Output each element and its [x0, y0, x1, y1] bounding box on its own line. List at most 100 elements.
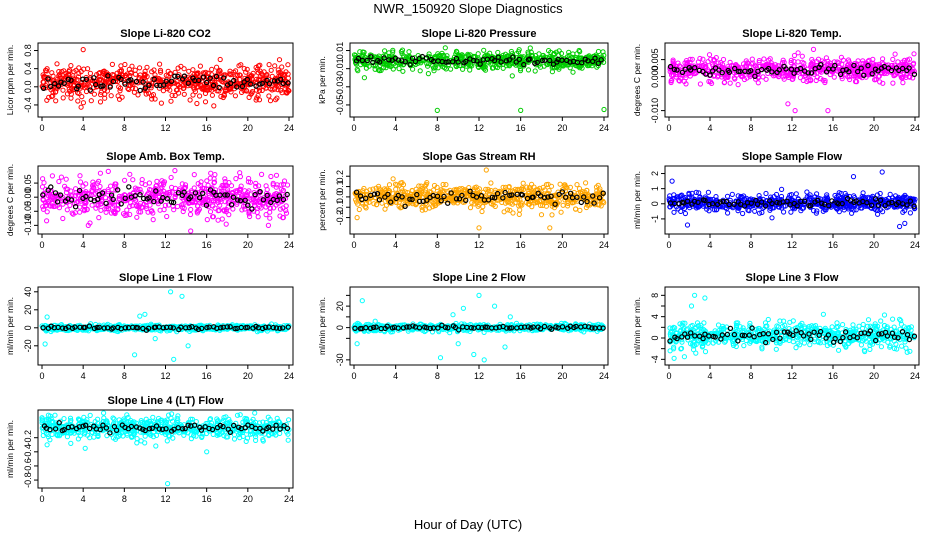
data-point: [546, 188, 552, 194]
y-tick-label: -0.05: [23, 201, 33, 222]
y-tick-label: -0.10: [23, 215, 33, 236]
data-point: [441, 193, 447, 200]
data-point: [242, 197, 248, 203]
data-point: [476, 202, 482, 208]
data-point: [692, 64, 698, 71]
data-point: [234, 197, 241, 203]
data-point: [111, 209, 117, 215]
data-point: [439, 188, 446, 194]
data-point: [263, 85, 269, 91]
data-point: [204, 84, 210, 90]
data-point: [246, 211, 252, 217]
data-point: [412, 58, 419, 65]
data-point: [416, 183, 422, 189]
data-point: [414, 189, 420, 195]
data-point: [855, 58, 861, 64]
data-point: [116, 84, 122, 90]
data-point: [164, 195, 170, 202]
data-point: [904, 57, 911, 63]
data-point: [207, 175, 213, 181]
data-point: [667, 63, 674, 70]
data-point: [210, 82, 217, 89]
x-tick-label: 24: [599, 240, 609, 250]
data-point: [371, 201, 377, 207]
data-point: [65, 76, 72, 83]
data-point: [204, 178, 210, 184]
data-point: [122, 195, 128, 201]
data-point: [567, 65, 573, 71]
data-point: [143, 199, 149, 205]
data-point: [116, 96, 123, 102]
data-point: [781, 209, 787, 215]
data-point: [498, 59, 504, 65]
data-point: [447, 187, 453, 193]
data-point: [557, 181, 563, 187]
x-tick-label: 16: [828, 123, 838, 133]
data-point: [528, 187, 534, 193]
data-point: [731, 201, 737, 207]
data-point: [198, 182, 204, 189]
data-point: [182, 184, 189, 190]
data-point: [253, 180, 259, 186]
x-tick-label: 4: [81, 123, 86, 133]
data-point: [502, 200, 509, 206]
x-tick-label: 12: [160, 123, 170, 133]
data-point: [565, 200, 571, 206]
data-point: [215, 217, 221, 223]
data-point: [719, 204, 726, 210]
data-point: [723, 198, 730, 205]
data-point: [123, 72, 129, 79]
data-point: [99, 190, 106, 196]
data-point: [97, 99, 104, 105]
data-point: [218, 199, 224, 205]
data-point: [221, 93, 227, 99]
data-point: [512, 200, 518, 206]
data-point: [877, 79, 883, 85]
data-point: [748, 67, 754, 74]
data-point: [49, 173, 56, 179]
data-point: [542, 57, 548, 63]
data-point: [807, 202, 814, 209]
x-tick-label: 4: [707, 240, 712, 250]
data-point: [501, 209, 507, 215]
data-point: [146, 195, 152, 201]
data-point: [836, 190, 842, 196]
data-point: [797, 75, 804, 81]
data-point: [687, 67, 694, 73]
y-tick-label: 0.2: [335, 170, 345, 183]
data-point: [233, 176, 239, 182]
data-point: [386, 57, 392, 63]
data-point: [887, 191, 893, 197]
data-point: [390, 49, 396, 55]
data-point: [757, 210, 763, 216]
data-point: [256, 183, 262, 189]
data-point: [886, 200, 892, 206]
data-point: [130, 177, 136, 183]
data-point: [902, 220, 908, 226]
data-point: [583, 204, 590, 211]
data-point: [212, 205, 218, 211]
x-tick-label: 4: [393, 240, 398, 250]
data-point: [911, 51, 917, 57]
data-point: [556, 64, 562, 70]
data-point: [255, 70, 261, 76]
data-point: [799, 53, 805, 59]
data-point: [238, 183, 244, 189]
data-point: [48, 193, 54, 199]
data-point: [278, 76, 284, 83]
data-point: [679, 69, 686, 76]
data-point: [187, 194, 194, 200]
data-point: [407, 61, 413, 68]
data-point: [518, 107, 524, 114]
data-point: [285, 62, 291, 68]
data-point: [797, 65, 804, 72]
data-point: [82, 203, 88, 209]
data-point: [726, 69, 733, 75]
data-point: [402, 59, 408, 65]
data-point: [788, 192, 795, 198]
data-point: [90, 179, 96, 185]
data-point: [273, 97, 279, 103]
x-tick-label: 24: [599, 123, 609, 133]
data-point: [152, 75, 158, 81]
data-point: [174, 79, 180, 85]
